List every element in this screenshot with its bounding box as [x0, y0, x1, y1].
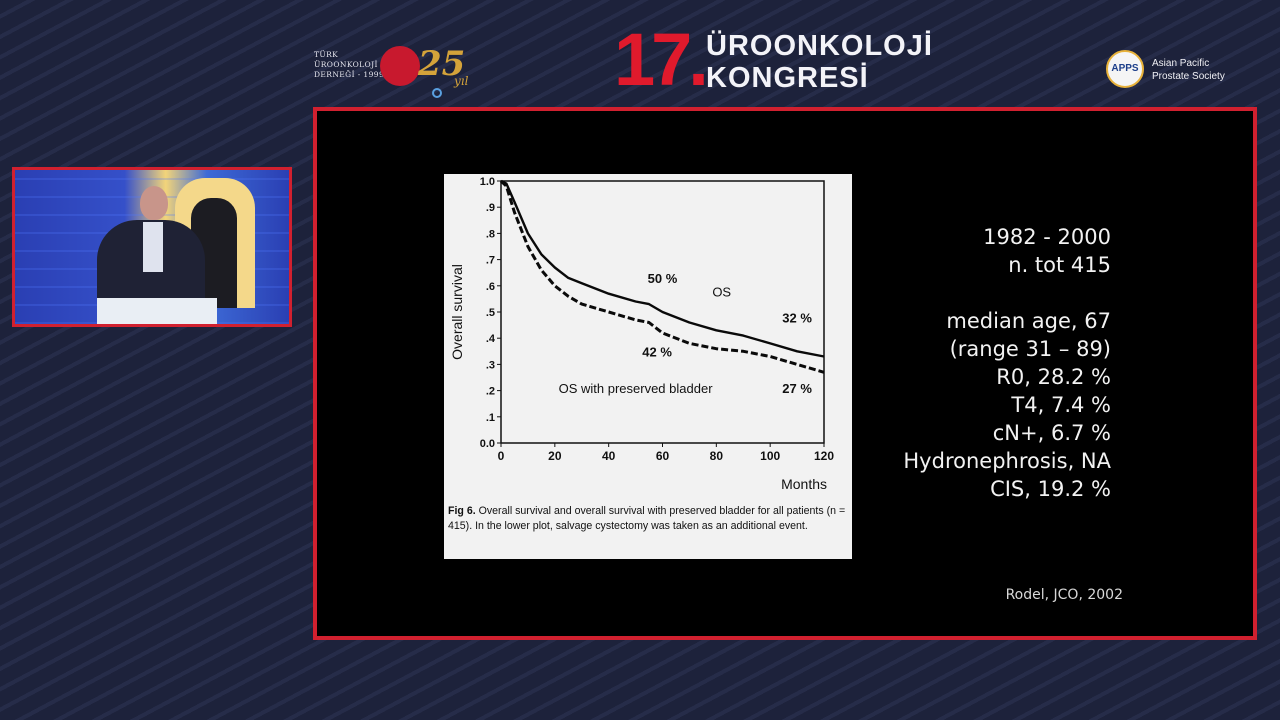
society-name: TÜRK ÜROONKOLOJİ DERNEĞİ - 1999	[314, 50, 384, 80]
x-tick-label: 40	[602, 449, 616, 463]
y-tick-label: .7	[486, 255, 495, 267]
y-tick-label: 1.0	[480, 176, 495, 188]
cohort-stats: 1982 - 2000 n. tot 415 median age, 67 (ran…	[903, 223, 1111, 503]
x-tick-label: 80	[710, 449, 724, 463]
congress-number: 17.	[614, 18, 709, 101]
caption-label: Fig 6.	[448, 505, 476, 517]
y-tick-label: .6	[486, 281, 495, 293]
x-tick-label: 60	[656, 449, 670, 463]
speaker-head	[140, 186, 168, 220]
x-tick-label: 100	[760, 449, 780, 463]
society-name-line3: DERNEĞİ - 1999	[314, 70, 385, 79]
series-line-os	[500, 179, 825, 358]
y-axis-label: Overall survival	[449, 264, 465, 360]
presentation-slide: 0.0 .1 .2 .3 .4 .5 .6 .7 .8 .9 1.0 0 20 40 60 80 100 120 M…	[313, 107, 1257, 640]
society-name-line2: ÜROONKOLOJİ	[314, 60, 378, 69]
stat-line: cN+, 6.7 %	[992, 421, 1111, 445]
podium	[97, 298, 217, 324]
anniversary-suffix: yıl	[454, 74, 469, 88]
x-tick-label: 0	[498, 449, 505, 463]
anniversary-number: 25	[418, 44, 466, 84]
congress-title-line1: ÜROONKOLOJİ	[706, 30, 933, 62]
chart-annotation: 42 %	[642, 345, 672, 360]
stat-line: R0, 28.2 %	[996, 365, 1111, 389]
x-tick-label: 120	[814, 449, 834, 463]
slide-reference: Rodel, JCO, 2002	[1005, 587, 1123, 603]
survival-chart: 0.0 .1 .2 .3 .4 .5 .6 .7 .8 .9 1.0 0 20 40 60 80 100 120 M…	[449, 176, 834, 492]
x-tick-label: 20	[548, 449, 562, 463]
turkish-urooncology-society-logo: TÜRK ÜROONKOLOJİ DERNEĞİ - 1999 25 yıl	[314, 44, 484, 100]
partner-logo: APPS Asian Pacific Prostate Society	[1106, 50, 1256, 90]
congress-title-line2: KONGRESİ	[706, 62, 869, 94]
stat-line	[903, 279, 1111, 307]
survival-figure: 0.0 .1 .2 .3 .4 .5 .6 .7 .8 .9 1.0 0 20 40 60 80 100 120 M…	[444, 174, 852, 559]
x-axis-label: Months	[781, 476, 827, 492]
stat-line: Hydronephrosis, NA	[903, 449, 1111, 473]
y-tick-label: .5	[486, 307, 495, 319]
y-tick-label: .1	[486, 412, 495, 424]
y-tick-label: .9	[486, 202, 495, 214]
stat-line: CIS, 19.2 %	[990, 477, 1111, 501]
society-name-line1: TÜRK	[314, 50, 339, 59]
stat-line: 1982 - 2000	[983, 225, 1111, 249]
decorative-dot-icon	[432, 88, 442, 98]
stat-line: (range 31 – 89)	[949, 337, 1111, 361]
figure-caption: Fig 6. Overall survival and overall surv…	[448, 504, 848, 533]
partner-name-line2: Prostate Society	[1152, 71, 1225, 82]
speaker-shirt	[143, 222, 163, 272]
chart-annotation: 32 %	[782, 310, 812, 325]
chart-annotation: OS	[712, 284, 731, 299]
partner-name-line1: Asian Pacific	[1152, 58, 1210, 69]
stat-line: n. tot 415	[1008, 253, 1111, 277]
society-seal-icon	[380, 46, 420, 86]
apps-badge-icon: APPS	[1106, 50, 1144, 88]
chart-annotation: 27 %	[782, 381, 812, 396]
chart-annotation: OS with preserved bladder	[559, 381, 714, 396]
caption-text: Overall survival and overall survival wi…	[448, 505, 846, 532]
y-tick-label: .3	[486, 359, 495, 371]
speaker-video-feed	[12, 167, 292, 327]
partner-name: Asian Pacific Prostate Society	[1152, 57, 1225, 83]
y-tick-label: .8	[486, 228, 495, 240]
chart-annotation: 50 %	[648, 271, 678, 286]
y-tick-label: 0.0	[480, 438, 495, 450]
y-tick-label: .4	[486, 333, 496, 345]
y-tick-label: .2	[486, 386, 495, 398]
stat-line: T4, 7.4 %	[1011, 393, 1111, 417]
series-line-os-preserved-bladder	[499, 179, 825, 374]
stat-line: median age, 67	[946, 309, 1111, 333]
